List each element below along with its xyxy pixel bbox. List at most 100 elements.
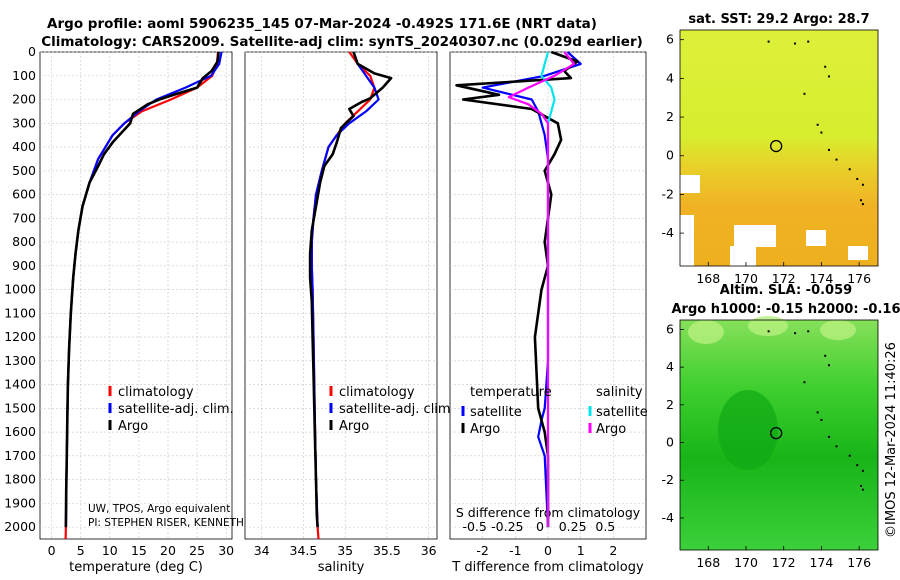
salinity-panel: 34 34.5 35 35.5 36 salinity climatology satelli… (244, 51, 455, 575)
sst-map-island (803, 92, 806, 95)
sst-map-y-tick-label: 6 (666, 32, 674, 47)
depth-tick-label: 1200 (4, 329, 36, 344)
depth-tick-label: 800 (12, 234, 36, 249)
salinity-x-axis-label: salinity (318, 560, 365, 575)
sla-map-island (824, 354, 827, 357)
salinity-diff-tick-label: 0.5 (595, 519, 615, 534)
sst-map-y-tick-label: 0 (666, 148, 674, 163)
header-line-1: Argo profile: aoml 5906235_145 07-Mar-20… (47, 16, 597, 32)
temperature-legend-title: temperature (470, 385, 552, 400)
sla-map-y-tick-label: -4 (662, 510, 675, 525)
sst-map-island (824, 65, 827, 68)
difference-x-tick-label: 0 (544, 543, 552, 558)
salinity-legend-label: climatology (339, 385, 415, 400)
temperature-panel: 0100200300400500600700800900100011001200… (4, 44, 244, 575)
depth-tick-label: 1500 (4, 400, 36, 415)
sst-map-island (807, 40, 810, 43)
sla-map-island (860, 484, 863, 487)
sla-map-island (861, 488, 864, 491)
temperature-x-tick-label: 30 (218, 543, 234, 558)
difference-x-tick-label: -2 (476, 543, 488, 558)
depth-tick-label: 900 (12, 258, 36, 273)
depth-tick-label: 1900 (4, 495, 36, 510)
sst-map-float-marker (770, 139, 783, 153)
salinity-legend-label: satellite (596, 405, 648, 420)
depth-tick-label: 1000 (4, 282, 36, 297)
pi-note: UW, TPOS, Argo equivalent (88, 503, 230, 515)
depth-tick-label: 700 (12, 210, 36, 225)
sst-map-title: sat. SST: 29.2 Argo: 28.7 (688, 12, 869, 27)
sla-map-y-tick-label: 4 (666, 359, 674, 374)
sst-map-island (816, 123, 819, 126)
temperature-x-tick-label: 20 (160, 543, 176, 558)
imos-credit: ©IMOS 12-Mar-2024 11:40:26 (884, 342, 899, 538)
difference-x-tick-label: 1 (577, 543, 585, 558)
sst-map-x-tick-label: 176 (847, 271, 871, 286)
depth-tick-label: 1800 (4, 472, 36, 487)
temperature-x-tick-label: 15 (131, 543, 147, 558)
difference-series-s-argo (507, 51, 576, 528)
sla-map-field (680, 320, 878, 550)
sst-map-frame (679, 29, 879, 267)
difference-series-t-argo (455, 50, 579, 528)
depth-tick-label: 1700 (4, 448, 36, 463)
sla-map-island (835, 445, 838, 448)
salinity-x-tick-label: 34 (254, 543, 270, 558)
sst-map-cloud-mask (680, 175, 700, 193)
sst-map-x-tick-label: 174 (809, 271, 833, 286)
sst-map-cloud-mask (734, 225, 776, 247)
temperature-x-tick-label: 5 (77, 543, 85, 558)
salinity-diff-tick-label: 0.25 (559, 519, 587, 534)
sst-map-y-tick-label: -2 (662, 186, 674, 201)
temperature-series-argo (64, 51, 220, 528)
sst-map-island (827, 75, 830, 78)
salinity-diff-tick-label: -0.5 (462, 519, 486, 534)
salinity-x-tick-label: 34.5 (290, 543, 318, 558)
sla-map-island (861, 469, 864, 472)
sla-map-frame (679, 319, 879, 551)
salinity-x-tick-label: 35 (337, 543, 353, 558)
sst-map-y-tick-label: 2 (666, 109, 674, 124)
salinity-x-tick-label: 35.5 (373, 543, 401, 558)
sst-map-island (861, 183, 864, 186)
depth-tick-label: 1100 (4, 305, 36, 320)
sla-map-island (827, 435, 830, 438)
sla-map-y-tick-label: 2 (666, 397, 674, 412)
depth-tick-label: 1600 (4, 424, 36, 439)
sst-map-island (860, 199, 863, 202)
salinity-legend-label: Argo (339, 419, 369, 434)
sst-map-cloud-mask (730, 246, 756, 266)
sla-map-x-tick-label: 170 (734, 555, 758, 570)
sla-map-y-tick-label: -2 (662, 472, 674, 487)
depth-tick-label: 2000 (4, 519, 36, 534)
salinity-x-tick-label: 36 (421, 543, 437, 558)
sla-map-title: Altim. SLA: -0.059 (720, 283, 852, 298)
sla-map-low-anomaly (718, 390, 778, 470)
sst-map-field (680, 30, 878, 266)
sla-map-subtitle: Argo h1000: -0.15 h2000: -0.16 (671, 302, 900, 317)
sla-map-island (827, 364, 830, 367)
depth-tick-label: 400 (12, 139, 36, 154)
header-line-2: Climatology: CARS2009. Satellite-adj cli… (41, 34, 643, 50)
sla-map-panel: Altim. SLA: -0.059 Argo h1000: -0.15 h20… (662, 283, 900, 570)
sst-map-x-tick-label: 170 (734, 271, 758, 286)
depth-tick-label: 1400 (4, 377, 36, 392)
sla-map-high-anomaly (820, 320, 856, 340)
difference-x-axis-label: T difference from climatology (451, 560, 644, 575)
sst-map-y-tick-label: 4 (666, 70, 674, 85)
sst-map-island (856, 177, 859, 180)
pi-note: PI: STEPHEN RISER, KENNETH (88, 517, 244, 529)
depth-tick-label: 0 (28, 44, 36, 59)
temperature-legend-label: climatology (118, 385, 194, 400)
sst-map-island (861, 203, 864, 206)
temperature-plot-area (39, 51, 233, 540)
sst-map-cloud-mask (680, 215, 694, 266)
salinity-diff-tick-label: 0 (536, 519, 544, 534)
salinity-legend-label: satellite-adj. clim. (339, 402, 455, 417)
depth-tick-label: 600 (12, 187, 36, 202)
temperature-x-tick-label: 0 (48, 543, 56, 558)
sst-map-island (794, 42, 797, 45)
sla-map-x-tick-label: 174 (809, 555, 833, 570)
sla-map-x-tick-label: 168 (696, 555, 720, 570)
temperature-legend-label: Argo (470, 422, 500, 437)
